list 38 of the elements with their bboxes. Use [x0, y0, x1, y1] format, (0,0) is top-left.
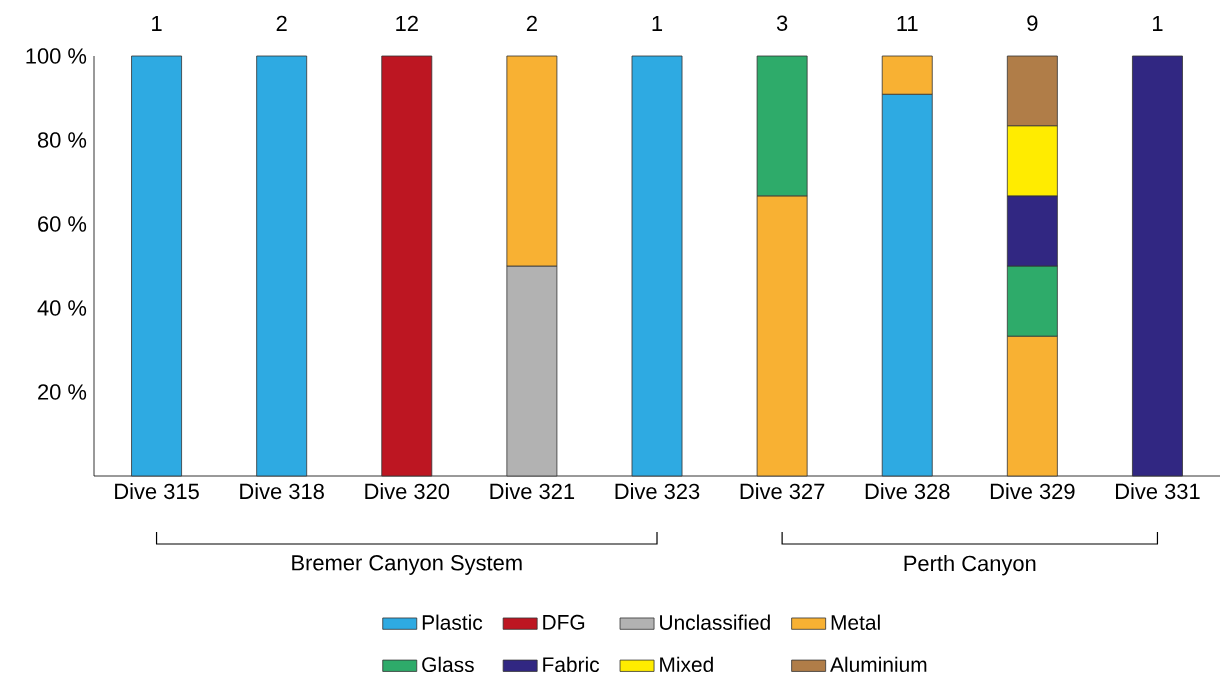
legend-label: Aluminium — [830, 656, 927, 673]
legend-label: Metal — [831, 614, 880, 630]
x-tick-label: Dive 327 — [740, 483, 825, 500]
y-tick-label: 80 % — [37, 132, 87, 148]
bar — [1132, 55, 1183, 477]
legend-label: DFG — [543, 614, 585, 630]
text: Bremer Canyon System — [292, 555, 522, 575]
x-tick-label: Dive 318 — [240, 483, 324, 500]
x-tick-label: Dive 331 — [1116, 483, 1200, 500]
annotation: 11 — [897, 15, 918, 31]
bar — [631, 55, 683, 477]
annotation: 1 — [152, 15, 162, 31]
annotation: 1 — [652, 15, 663, 31]
legend-label: Plastic — [422, 614, 483, 630]
bar — [131, 55, 182, 477]
x-tick-label: Dive 329 — [990, 483, 1075, 500]
legend-label: Mixed — [660, 656, 713, 673]
bar — [381, 55, 433, 477]
annotation: 2 — [526, 15, 537, 31]
legend-label: Fabric — [543, 656, 600, 673]
x-tick-label: Dive 320 — [365, 483, 450, 500]
y-tick-label: 40 % — [37, 300, 87, 316]
y-tick-label: 60 % — [38, 216, 87, 232]
text: Perth Canyon — [904, 555, 1036, 576]
legend-label: Glass — [422, 656, 474, 673]
y-tick-label: 20 % — [38, 384, 87, 400]
x-tick-label: Dive 323 — [615, 483, 700, 500]
legend-label: Unclassified — [660, 614, 770, 630]
annotation: 1 — [1153, 15, 1163, 31]
y-tick-label: 100 % — [26, 48, 87, 64]
bar — [256, 55, 308, 477]
annotation: 9 — [1027, 15, 1038, 31]
x-tick-label: Dive 315 — [115, 483, 199, 500]
x-tick-label: Dive 321 — [490, 483, 575, 500]
annotation: 2 — [276, 15, 287, 31]
annotation: 12 — [396, 15, 418, 31]
annotation: 3 — [776, 15, 788, 31]
x-tick-label: Dive 328 — [865, 483, 950, 500]
